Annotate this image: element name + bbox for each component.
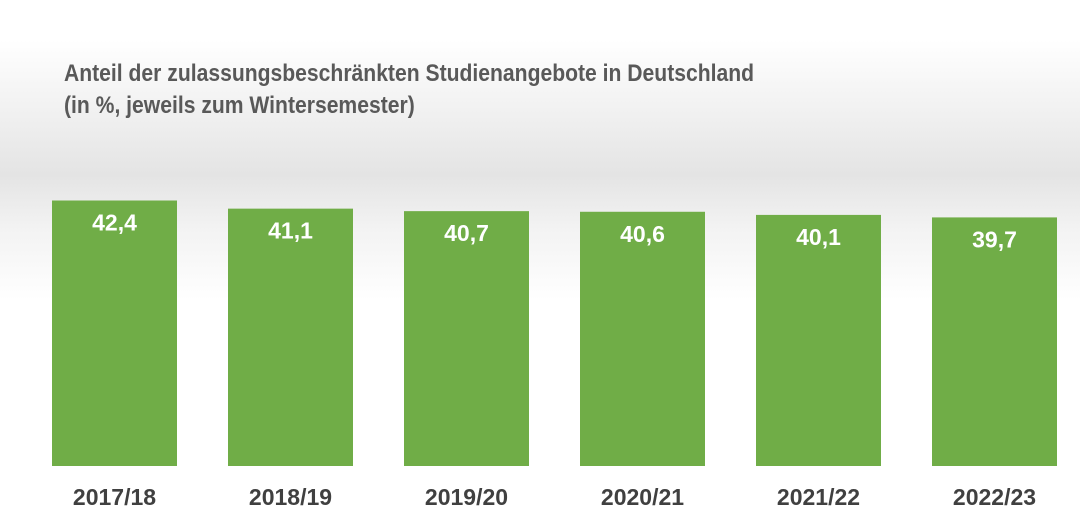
bar-value-label: 40,6 [620,221,665,247]
bar-2021/22 [756,214,881,466]
chart-title-block: Anteil der zulassungsbeschränkten Studie… [64,58,1064,122]
x-tick-label: 2019/20 [425,484,508,510]
bar-2020/21 [580,211,705,466]
x-tick-label: 2018/19 [249,484,332,510]
x-tick-label: 2021/22 [777,484,860,510]
bar-2017/18 [52,200,177,466]
x-tick-label: 2022/23 [953,484,1036,510]
chart-subtitle: (in %, jeweils zum Wintersemester) [64,92,415,119]
x-tick-label: 2017/18 [73,484,156,510]
bars-layer [52,200,1057,467]
bar-2022/23 [932,217,1057,466]
bar-value-label: 39,7 [972,226,1017,252]
x-tick-label: 2020/21 [601,484,684,510]
bar-value-label: 41,1 [268,218,313,244]
bar-value-label: 40,7 [444,220,489,246]
bar-value-label: 40,1 [796,224,841,250]
bar-2018/19 [228,208,353,467]
chart-title: Anteil der zulassungsbeschränkten Studie… [64,60,755,87]
value-labels-layer: 42,4 41,1 40,7 40,6 40,1 39,7 [92,210,1017,253]
bar-value-label: 42,4 [92,210,137,236]
x-axis-tick-labels: 2017/18 2018/19 2019/20 2020/21 2021/22 2022/… [73,484,1036,510]
bar-2019/20 [404,211,529,466]
